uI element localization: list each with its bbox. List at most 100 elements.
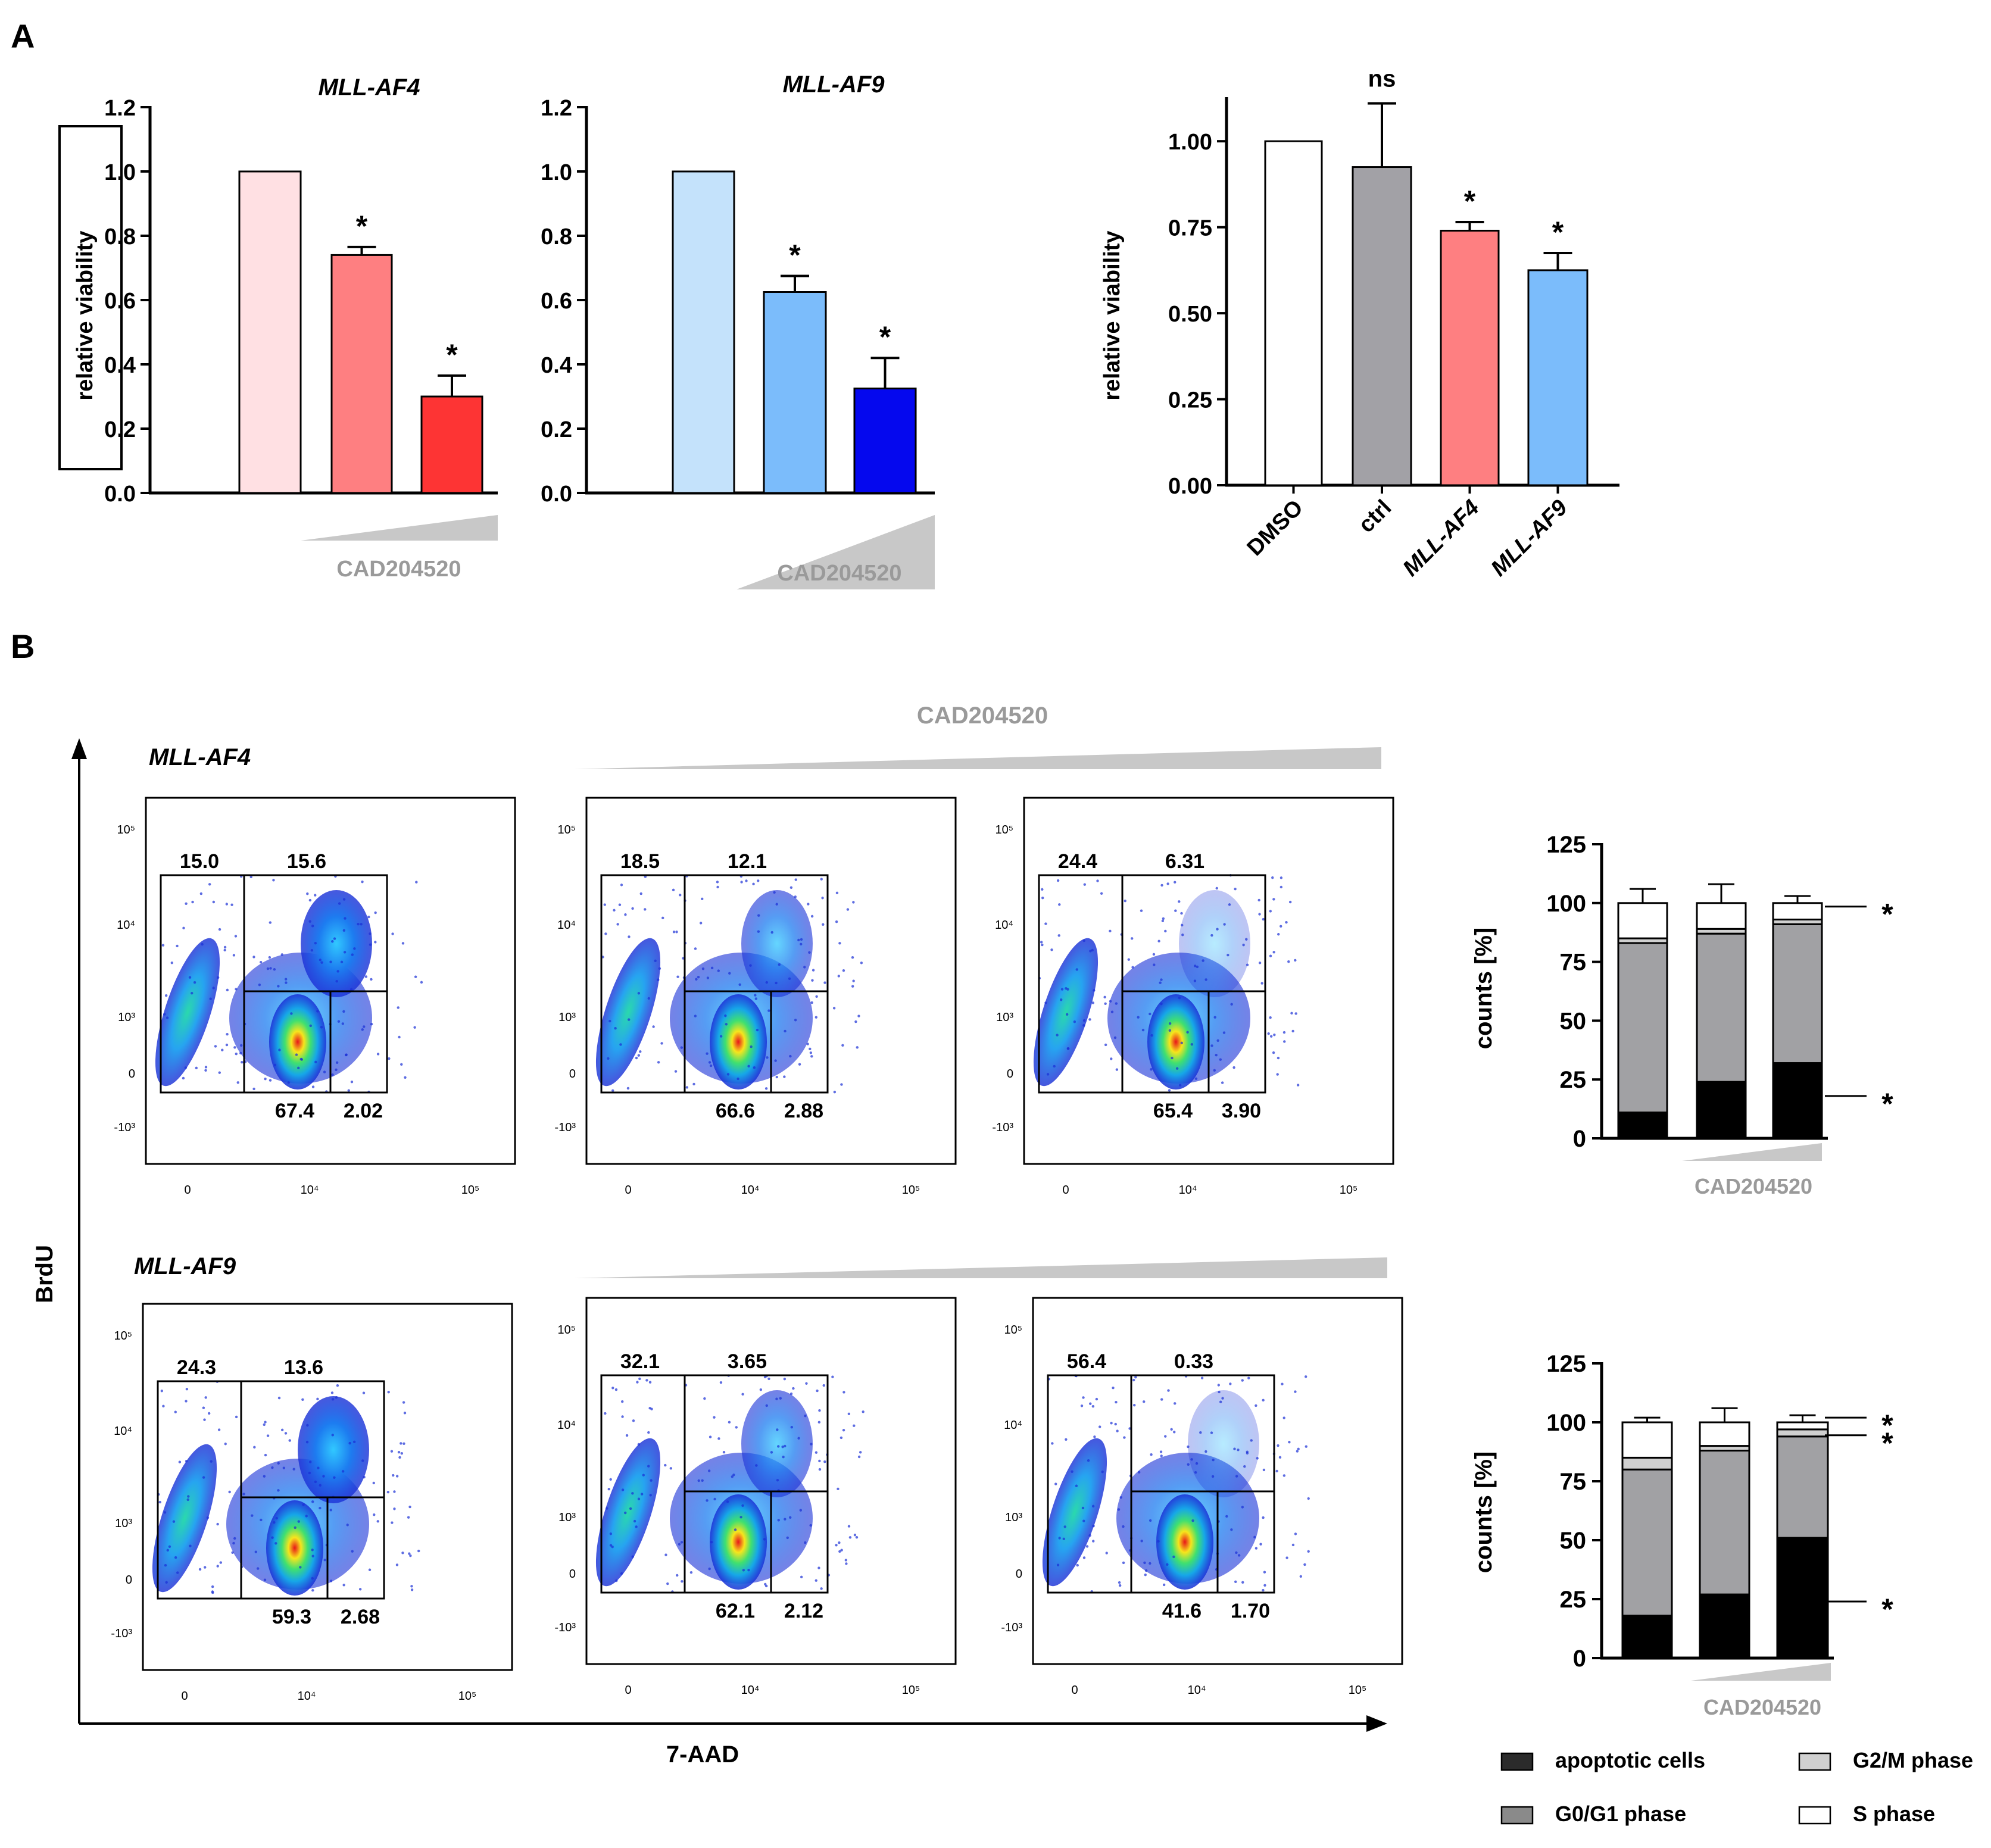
flow-plot-0-2: 10⁵ 10⁴ 10³ 0 -10³ 0 10⁴ 10⁵ 24.4 6.31 65.4 3.90 bbox=[992, 797, 1394, 1197]
flow-event-dot bbox=[629, 1507, 632, 1510]
flow-event-dot bbox=[302, 1503, 305, 1506]
flow-event-dot bbox=[1095, 1397, 1099, 1401]
bar-0 bbox=[1264, 140, 1323, 486]
flow-event-dot bbox=[410, 1585, 413, 1588]
flow-event-dot bbox=[647, 1431, 650, 1434]
flow-y-tick-label: -10³ bbox=[992, 1121, 1013, 1134]
gate-g2-m bbox=[329, 990, 388, 1094]
flow-event-dot bbox=[400, 1452, 404, 1455]
flow-event-dot bbox=[794, 878, 797, 881]
flow-event-dot bbox=[342, 1010, 345, 1013]
flow-density-g1 bbox=[269, 994, 326, 1090]
flow-event-dot bbox=[217, 976, 220, 979]
flow-event-dot bbox=[631, 907, 634, 910]
flow-event-dot bbox=[351, 1550, 354, 1553]
flow-event-dot bbox=[650, 1479, 653, 1482]
flow-event-dot bbox=[775, 1075, 778, 1079]
flow-y-tick-label: -10³ bbox=[111, 1627, 132, 1640]
flow-event-dot bbox=[280, 1428, 284, 1431]
flow-event-dot bbox=[848, 1536, 852, 1539]
flow-event-dot bbox=[317, 1466, 320, 1469]
flow-event-dot bbox=[1282, 1474, 1286, 1477]
flow-event-dot bbox=[393, 1490, 396, 1493]
flow-event-dot bbox=[417, 1549, 420, 1553]
y-tick-label: 0 bbox=[1573, 1646, 1586, 1672]
flow-event-dot bbox=[1150, 1453, 1153, 1456]
flow-event-dot bbox=[288, 1439, 291, 1442]
flow-event-dot bbox=[277, 1396, 281, 1400]
flow-event-dot bbox=[626, 1087, 630, 1090]
flow-x-axis-label: 7-AAD bbox=[666, 1741, 739, 1768]
bar-3 bbox=[1527, 269, 1589, 486]
flow-event-dot bbox=[804, 1414, 807, 1418]
flow-plot-1-1: 10⁵ 10⁴ 10³ 0 -10³ 0 10⁴ 10⁵ 32.1 3.65 62.1 2.12 bbox=[554, 1297, 957, 1697]
flow-event-dot bbox=[1082, 1556, 1086, 1559]
flow-event-dot bbox=[1137, 1471, 1141, 1474]
flow-event-dot bbox=[815, 1451, 818, 1454]
flow-event-dot bbox=[1157, 1540, 1160, 1543]
flow-event-dot bbox=[1080, 1404, 1084, 1407]
flow-event-dot bbox=[1282, 1031, 1286, 1034]
flow-event-dot bbox=[397, 1006, 400, 1009]
flow-event-dot bbox=[1160, 1398, 1163, 1401]
flow-event-dot bbox=[1063, 1525, 1066, 1528]
flow-event-dot bbox=[1216, 1039, 1219, 1042]
flow-y-tick-label: 10⁵ bbox=[557, 823, 576, 836]
flow-event-dot bbox=[395, 1475, 399, 1478]
flow-event-dot bbox=[166, 1016, 169, 1019]
flow-event-dot bbox=[306, 892, 309, 895]
flow-event-dot bbox=[218, 928, 221, 931]
flow-event-dot bbox=[678, 1543, 681, 1546]
flow-event-dot bbox=[1160, 884, 1163, 887]
flow-event-dot bbox=[735, 1426, 738, 1429]
flow-event-dot bbox=[277, 1489, 280, 1492]
flow-event-dot bbox=[804, 1541, 807, 1544]
flow-y-tick-label: -10³ bbox=[114, 1121, 135, 1134]
y-tick-label: 0.2 bbox=[104, 417, 136, 442]
flow-event-dot bbox=[1114, 1422, 1117, 1426]
flow-event-dot bbox=[211, 1591, 214, 1594]
flow-density-apoptotic bbox=[155, 938, 220, 1087]
flow-event-dot bbox=[1296, 1450, 1299, 1453]
flow-event-dot bbox=[408, 1505, 411, 1509]
flow-event-dot bbox=[1109, 929, 1112, 933]
flow-y-tick-label: 10⁴ bbox=[114, 1425, 132, 1438]
flow-event-dot bbox=[1115, 1002, 1118, 1005]
flow-event-dot bbox=[352, 1440, 356, 1444]
flow-event-dot bbox=[1262, 1468, 1266, 1472]
flow-event-dot bbox=[400, 1442, 402, 1445]
flow-event-dot bbox=[264, 1453, 267, 1457]
flow-event-dot bbox=[631, 1555, 635, 1558]
flow-event-dot bbox=[1307, 1550, 1310, 1553]
flow-event-dot bbox=[1294, 1390, 1297, 1393]
flow-event-dot bbox=[164, 1564, 167, 1567]
flow-event-dot bbox=[341, 1022, 345, 1025]
flow-event-dot bbox=[1277, 933, 1280, 936]
ylabel-box bbox=[58, 125, 123, 470]
flow-event-dot bbox=[1190, 1458, 1193, 1461]
flow-y-tick-label: 10³ bbox=[118, 1011, 135, 1024]
flow-event-dot bbox=[803, 966, 806, 969]
flow-event-dot bbox=[172, 1520, 176, 1523]
bar-1 bbox=[763, 291, 827, 494]
flow-event-dot bbox=[1273, 1033, 1276, 1037]
flow-event-dot bbox=[278, 1048, 281, 1051]
flow-event-dot bbox=[1149, 1562, 1151, 1565]
flow-event-dot bbox=[1149, 1012, 1151, 1016]
flow-event-dot bbox=[1164, 1435, 1167, 1438]
flow-event-dot bbox=[841, 1044, 844, 1047]
flow-event-dot bbox=[638, 1377, 641, 1381]
flow-x-tick-label: 10⁴ bbox=[301, 1184, 319, 1197]
flow-event-dot bbox=[224, 1443, 227, 1446]
y-tick-label: 0.4 bbox=[104, 353, 136, 378]
flow-event-dot bbox=[1127, 958, 1131, 961]
flow-event-dot bbox=[1174, 881, 1176, 884]
stack-s-phase bbox=[1617, 902, 1668, 939]
chart-mll-af9-viability: MLL-AF9 0.0 0.2 0.4 0.6 0.8 1.0 1.2 * * CAD204520 bbox=[541, 71, 935, 589]
flow-event-dot bbox=[1181, 923, 1184, 927]
flow-event-dot bbox=[851, 956, 854, 959]
flow-event-dot bbox=[189, 1544, 192, 1547]
flow-event-dot bbox=[1118, 1584, 1122, 1587]
flow-density-g1 bbox=[1156, 1494, 1213, 1590]
flow-event-dot bbox=[1235, 1551, 1238, 1554]
